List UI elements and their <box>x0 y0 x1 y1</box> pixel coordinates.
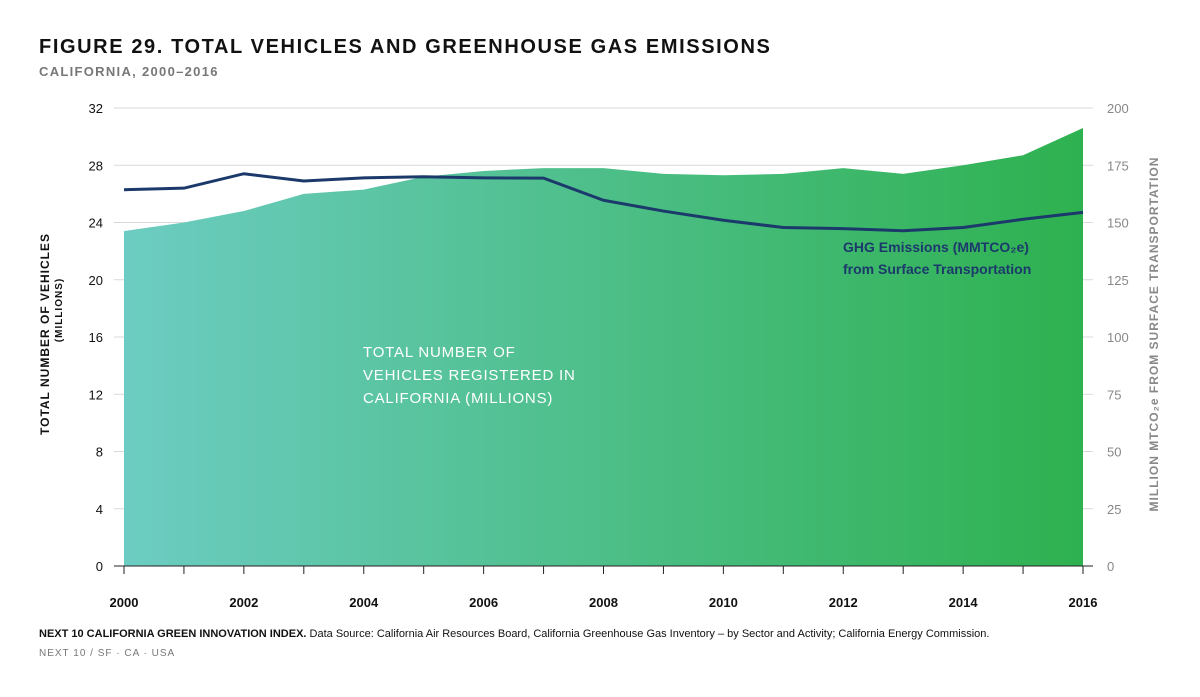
area-annotation: TOTAL NUMBER OF VEHICLES REGISTERED IN C… <box>363 344 581 407</box>
right-y-tick-label: 75 <box>1107 387 1121 402</box>
vehicles-area-series <box>124 128 1083 566</box>
x-tick-label: 2012 <box>829 595 858 610</box>
right-y-tick-label: 100 <box>1107 330 1129 345</box>
x-tick-label: 2006 <box>469 595 498 610</box>
left-axis-label-line2: (MILLIONS) <box>54 278 65 342</box>
right-y-tick-label: 0 <box>1107 559 1114 574</box>
x-tick-label: 2010 <box>709 595 738 610</box>
left-y-tick-label: 8 <box>96 445 103 460</box>
right-y-tick-label: 25 <box>1107 502 1121 517</box>
left-y-tick-label: 0 <box>96 559 103 574</box>
area-annotation-line1: TOTAL NUMBER OF <box>363 344 516 361</box>
right-axis-label: MILLION MTCO₂e FROM SURFACE TRANSPORTATI… <box>1147 157 1161 512</box>
line-annotation: GHG Emissions (MMTCO₂e) from Surface Tra… <box>843 239 1033 277</box>
left-y-tick-label: 4 <box>96 502 103 517</box>
left-axis-label-line1: TOTAL NUMBER OF VEHICLES <box>38 233 52 435</box>
line-annotation-line1: GHG Emissions (MMTCO₂e) <box>843 239 1029 255</box>
right-y-tick-label: 175 <box>1107 158 1129 173</box>
left-y-tick-label: 24 <box>89 216 103 231</box>
source-note: NEXT 10 CALIFORNIA GREEN INNOVATION INDE… <box>39 628 989 640</box>
right-y-tick-label: 200 <box>1107 101 1129 116</box>
ghg-line-series <box>123 172 1084 233</box>
area-annotation-line2: VEHICLES REGISTERED IN <box>363 367 576 384</box>
right-y-axis-ticks: 0 25 50 75 100 125 150 175 200 <box>1107 101 1129 574</box>
x-tick-label: 2016 <box>1069 595 1098 610</box>
left-y-tick-label: 16 <box>89 330 103 345</box>
chart-title: FIGURE 29. TOTAL VEHICLES AND GREENHOUSE… <box>39 36 772 58</box>
x-tick-label: 2014 <box>949 595 979 610</box>
left-y-tick-label: 12 <box>89 387 103 402</box>
credit-line: NEXT 10 / SF · CA · USA <box>39 648 176 659</box>
left-y-tick-label: 28 <box>89 158 103 173</box>
right-y-tick-label: 50 <box>1107 445 1121 460</box>
x-tick-label: 2000 <box>110 595 139 610</box>
x-tick-label: 2004 <box>349 595 379 610</box>
left-y-tick-label: 20 <box>89 273 103 288</box>
x-tick-label: 2008 <box>589 595 618 610</box>
line-annotation-line2: from Surface Transportation <box>843 261 1031 277</box>
left-y-axis-ticks: 0 4 8 12 16 20 24 28 32 <box>89 101 103 574</box>
x-tick-label: 2002 <box>229 595 258 610</box>
x-axis-ticks: 2000 2002 2004 2006 2008 2010 2012 2014 2016 <box>110 566 1098 610</box>
source-note-bold: NEXT 10 CALIFORNIA GREEN INNOVATION INDE… <box>39 628 307 640</box>
left-y-tick-label: 32 <box>89 101 103 116</box>
area-annotation-line3: CALIFORNIA (MILLIONS) <box>363 390 553 407</box>
right-y-tick-label: 125 <box>1107 273 1129 288</box>
right-y-tick-label: 150 <box>1107 216 1129 231</box>
source-note-text: Data Source: California Air Resources Bo… <box>306 628 990 640</box>
chart-subtitle: CALIFORNIA, 2000–2016 <box>39 64 219 79</box>
